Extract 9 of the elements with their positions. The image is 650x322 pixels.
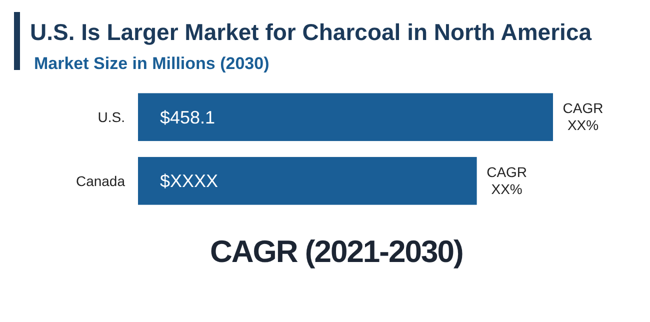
data-label: $458.1 [160, 107, 216, 128]
chart-subtitle: Market Size in Millions (2030) [34, 54, 270, 73]
text: CAGR (2021-2030) [210, 234, 463, 269]
y-tick-label: U.S. [98, 109, 125, 126]
annotation: CAGR XX% [562, 100, 604, 134]
data-label: $XXXX [160, 171, 218, 192]
chart-title: U.S. Is Larger Market for Charcoal in North America [30, 19, 592, 45]
y-tick-label: Canada [76, 172, 126, 189]
annotation: CAGR XX% [486, 164, 528, 197]
